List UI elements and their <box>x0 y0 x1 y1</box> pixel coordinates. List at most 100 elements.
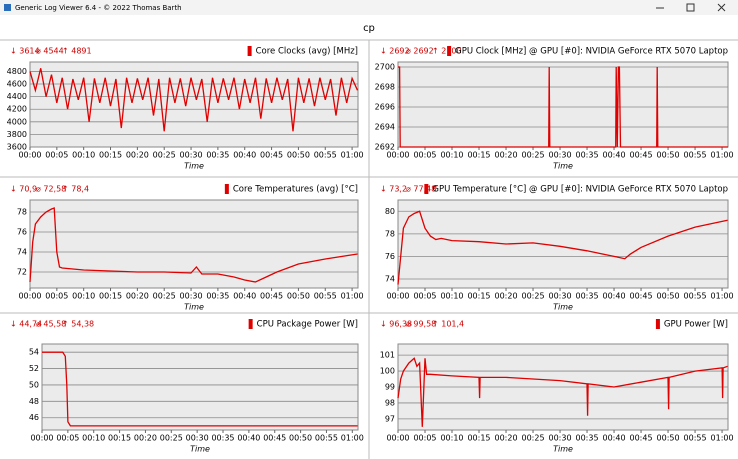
plot-area <box>397 61 729 148</box>
x-tick-label: 00:40 <box>603 151 626 160</box>
x-tick-label: 00:35 <box>576 292 599 301</box>
y-tick-label: 97 <box>385 414 395 423</box>
stat-label: ⌀ 2692 <box>406 47 434 56</box>
x-tick-label: 00:55 <box>314 151 337 160</box>
legend-swatch <box>248 319 253 329</box>
x-axis-label: Time <box>553 162 573 171</box>
x-tick-label: 00:35 <box>206 151 229 160</box>
y-tick-label: 98 <box>385 398 395 407</box>
maximize-button[interactable] <box>686 3 695 12</box>
x-tick-label: 00:05 <box>56 434 79 443</box>
close-button[interactable] <box>717 3 726 12</box>
stat-label: ⌀ 99,58 <box>406 320 436 329</box>
data-line <box>397 357 728 427</box>
chart-title: GPU Clock [MHz] @ GPU [#0]: NVIDIA GeFor… <box>455 47 728 57</box>
x-tick-label: 00:20 <box>126 151 149 160</box>
x-tick-label: 00:30 <box>548 151 571 160</box>
legend-swatch <box>424 184 429 194</box>
x-tick-label: 00:50 <box>289 434 312 443</box>
x-tick-label: 00:35 <box>206 292 229 301</box>
y-tick-label: 80 <box>385 207 395 216</box>
x-tick-label: 00:10 <box>82 434 105 443</box>
data-line <box>398 66 728 148</box>
stat-label: ↓ 2692 <box>380 47 410 56</box>
x-tick-label: 01:00 <box>711 434 734 443</box>
data-line <box>29 207 358 283</box>
x-tick-label: 00:50 <box>287 292 310 301</box>
y-tick-label: 4000 <box>7 117 27 126</box>
x-tick-label: 01:00 <box>341 151 364 160</box>
x-tick-label: 00:00 <box>18 292 41 301</box>
x-tick-label: 00:40 <box>603 434 626 443</box>
stat-label: ⌀ 77,48 <box>406 185 436 194</box>
legend-swatch <box>247 46 252 56</box>
x-tick-label: 00:25 <box>153 292 176 301</box>
x-tick-label: 00:55 <box>315 434 338 443</box>
x-axis-label: Time <box>184 303 204 312</box>
stat-label: ↑ 101,4 <box>432 320 464 329</box>
x-tick-label: 00:05 <box>413 434 436 443</box>
x-tick-label: 00:35 <box>576 434 599 443</box>
data-line <box>42 351 358 427</box>
y-tick-label: 99 <box>385 383 395 392</box>
chart-title: CPU Package Power [W] <box>257 320 358 330</box>
y-tick-label: 2692 <box>375 143 395 152</box>
x-tick-label: 00:30 <box>180 292 203 301</box>
stat-label: ↓ 44,74 <box>10 320 42 329</box>
x-tick-label: 00:10 <box>72 292 95 301</box>
x-tick-label: 01:00 <box>341 292 364 301</box>
x-tick-label: 00:15 <box>467 292 490 301</box>
x-tick-label: 00:55 <box>684 151 707 160</box>
x-tick-label: 00:55 <box>684 292 707 301</box>
x-tick-label: 00:30 <box>186 434 209 443</box>
x-tick-label: 00:50 <box>287 151 310 160</box>
y-tick-label: 74 <box>385 274 395 283</box>
y-tick-label: 2694 <box>375 123 395 132</box>
x-tick-label: 00:45 <box>263 434 286 443</box>
x-tick-label: 00:35 <box>576 151 599 160</box>
x-tick-label: 00:30 <box>548 292 571 301</box>
stat-label: ⌀ 72,58 <box>36 185 66 194</box>
x-tick-label: 00:40 <box>603 292 626 301</box>
title-bar <box>0 0 738 15</box>
y-tick-label: 52 <box>29 364 39 373</box>
chart-title: Core Clocks (avg) [MHz] <box>256 47 358 57</box>
stat-label: ↓ 96,38 <box>380 320 412 329</box>
x-tick-label: 00:15 <box>108 434 131 443</box>
x-tick-label: 00:10 <box>440 292 463 301</box>
x-axis-label: Time <box>553 445 573 454</box>
x-tick-label: 00:00 <box>386 434 409 443</box>
stat-label: ⌀ 45,58 <box>36 320 66 329</box>
stat-label: ↑ <box>432 185 439 194</box>
x-tick-label: 00:15 <box>99 151 122 160</box>
chart-title: Core Temperatures (avg) [°C] <box>233 185 358 195</box>
legend-swatch <box>447 46 452 56</box>
x-tick-label: 00:20 <box>494 292 517 301</box>
x-tick-label: 00:45 <box>630 434 653 443</box>
y-tick-label: 46 <box>29 413 39 422</box>
y-tick-label: 2698 <box>375 83 395 92</box>
x-tick-label: 00:45 <box>260 151 283 160</box>
data-line <box>29 68 359 132</box>
y-tick-label: 74 <box>17 248 27 257</box>
window-title: Generic Log Viewer 6.4 - © 2022 Thomas B… <box>15 4 182 12</box>
x-tick-label: 00:35 <box>211 434 234 443</box>
y-tick-label: 2700 <box>375 63 395 72</box>
stat-label: ↑ 4891 <box>62 47 92 56</box>
x-tick-label: 00:15 <box>467 434 490 443</box>
plot-area <box>397 199 729 289</box>
x-tick-label: 00:45 <box>260 292 283 301</box>
x-tick-label: 00:25 <box>153 151 176 160</box>
y-tick-label: 2696 <box>375 103 395 112</box>
legend-swatch <box>655 319 660 329</box>
x-tick-label: 00:45 <box>630 292 653 301</box>
x-tick-label: 00:05 <box>45 151 68 160</box>
x-tick-label: 00:15 <box>99 292 122 301</box>
y-tick-label: 76 <box>385 252 395 261</box>
y-tick-label: 50 <box>29 380 39 389</box>
stat-label: ↓ 70,9 <box>10 185 37 194</box>
x-tick-label: 00:50 <box>657 434 680 443</box>
y-tick-label: 54 <box>29 348 39 357</box>
